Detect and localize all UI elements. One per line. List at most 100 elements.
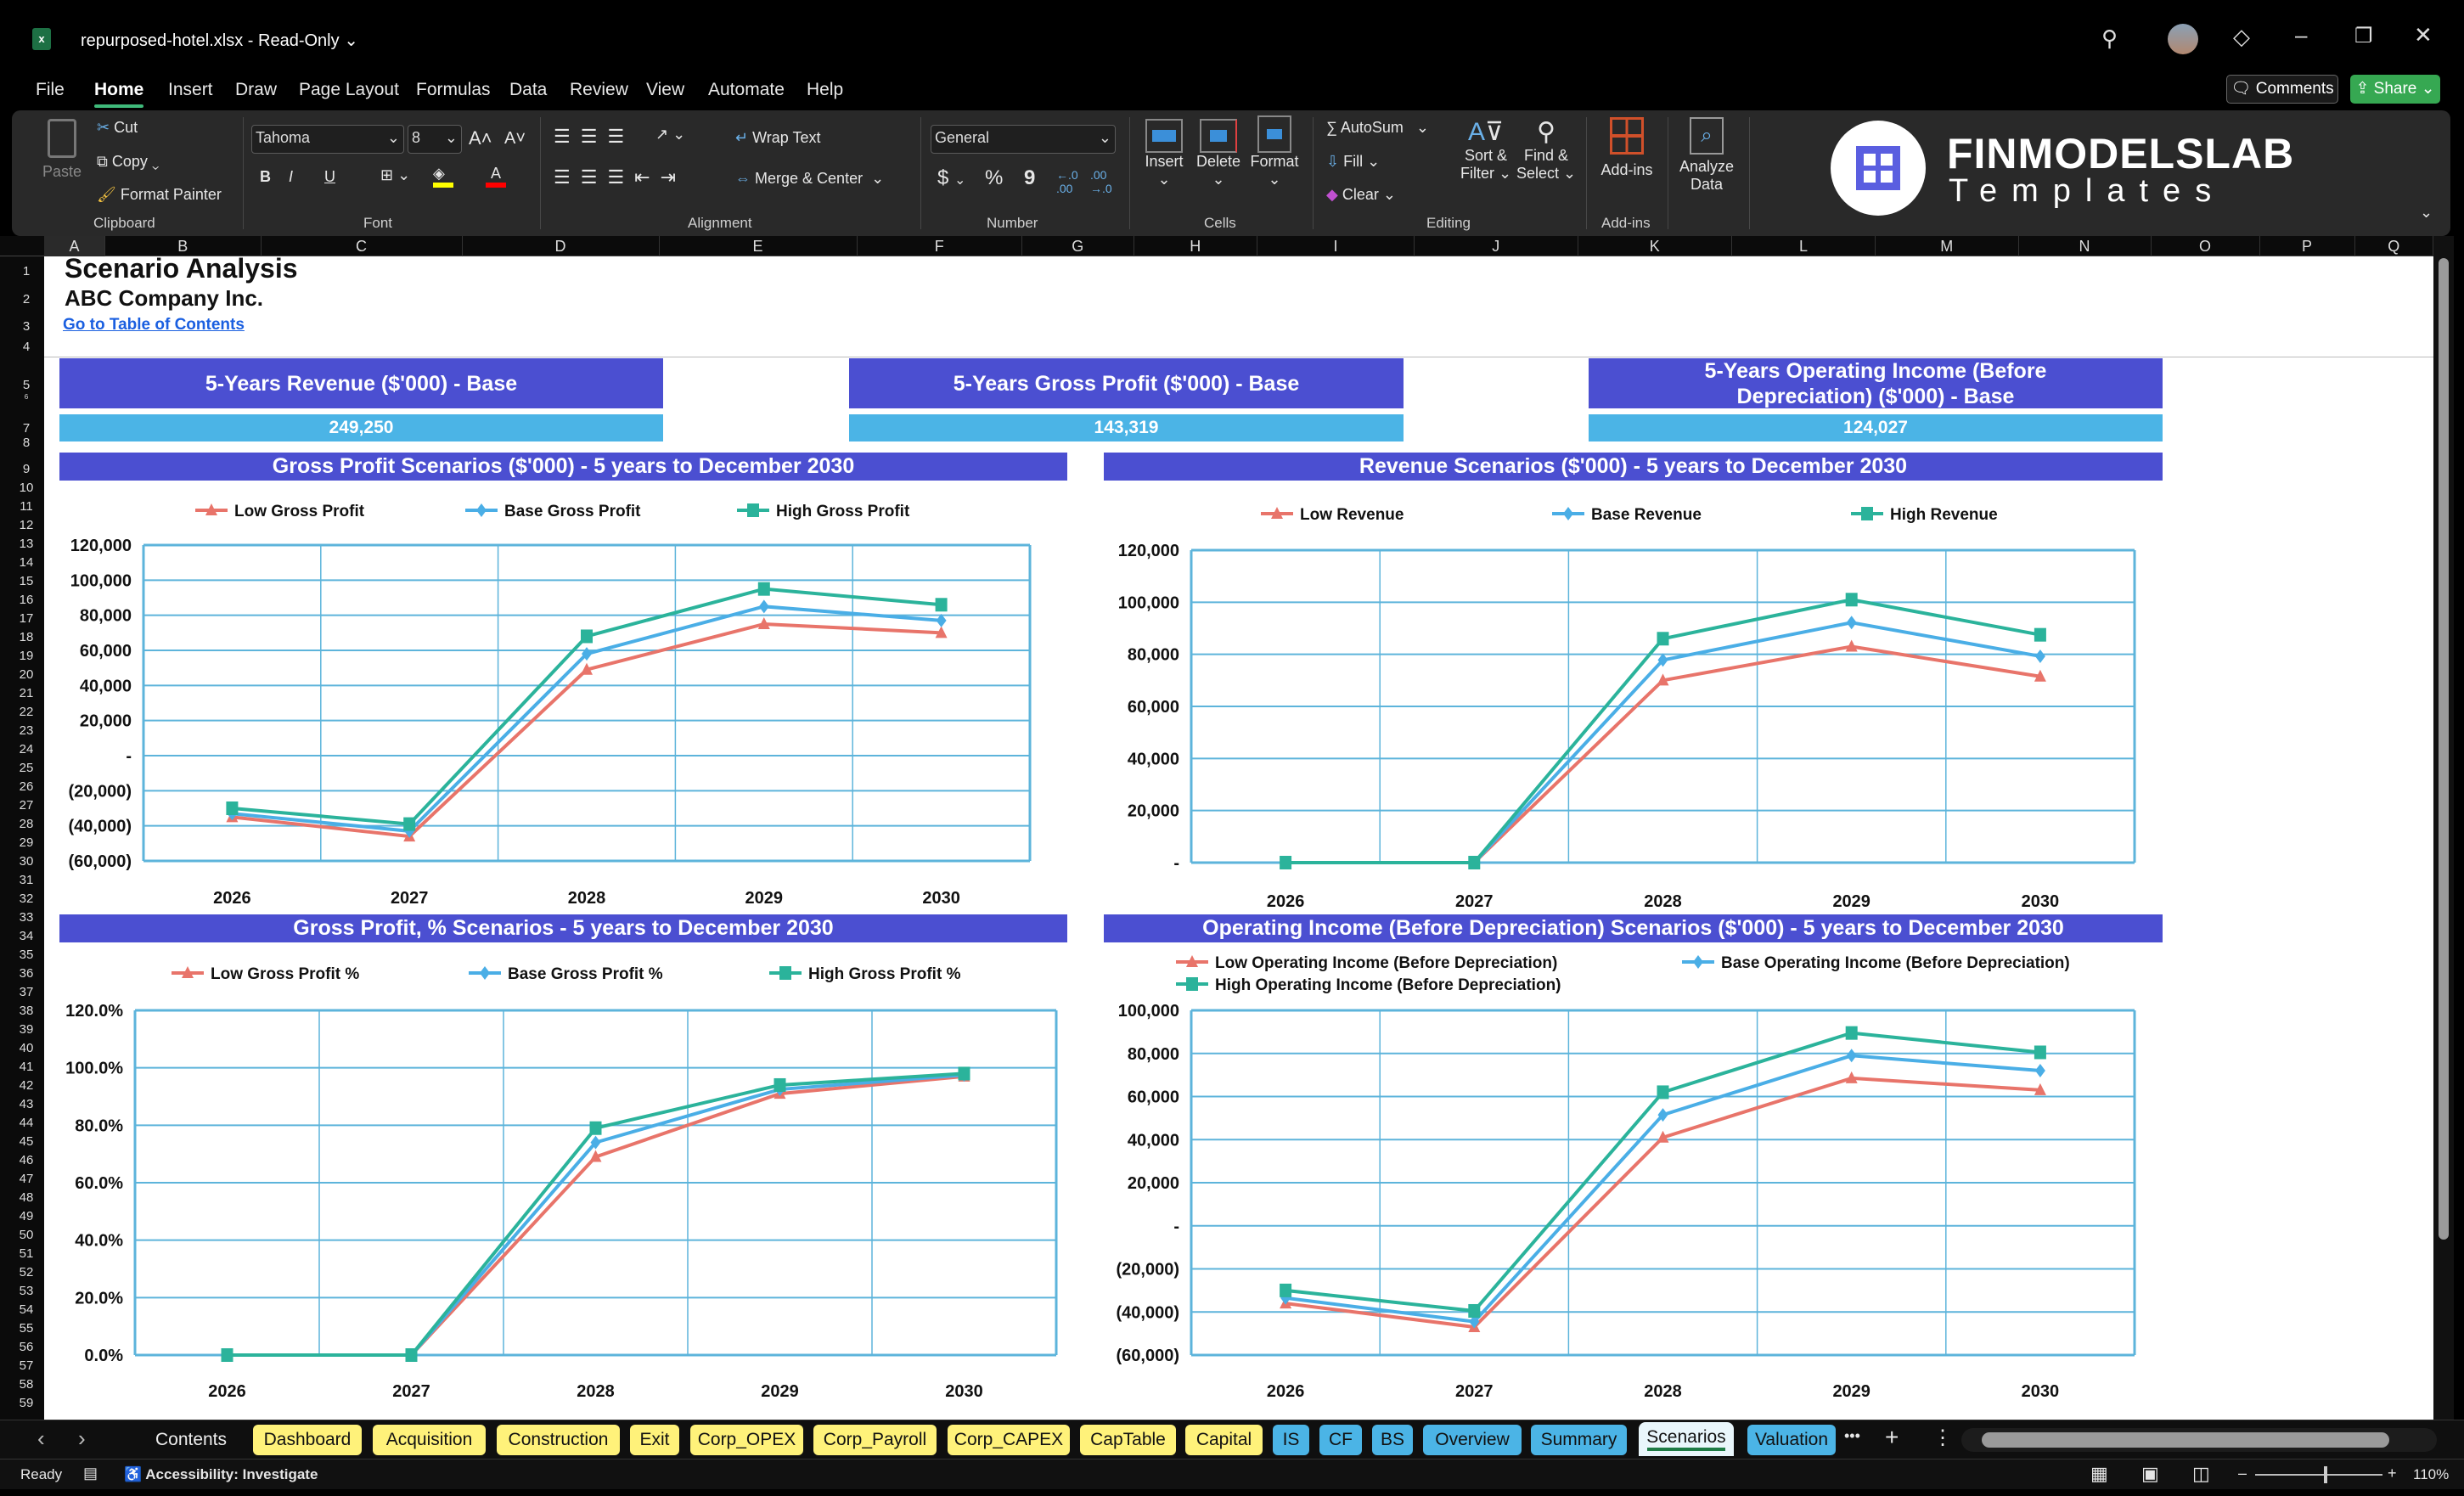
menu-view[interactable]: View	[646, 80, 685, 99]
restore-icon[interactable]: ❐	[2354, 25, 2373, 48]
sheet-tab-capital[interactable]: Capital	[1185, 1425, 1263, 1455]
row-header-39[interactable]: 39	[19, 1022, 34, 1037]
sheet-tab-summary[interactable]: Summary	[1531, 1425, 1627, 1455]
row-header-46[interactable]: 46	[19, 1153, 34, 1167]
row-header-30[interactable]: 30	[19, 854, 34, 869]
bold-button[interactable]: B	[260, 168, 271, 185]
row-header-13[interactable]: 13	[19, 537, 34, 551]
avatar[interactable]	[2168, 24, 2198, 54]
row-header-43[interactable]: 43	[19, 1097, 34, 1111]
increase-decimal-icon[interactable]: ←.0.00	[1056, 168, 1078, 195]
row-header-52[interactable]: 52	[19, 1265, 34, 1279]
macro-recording-icon[interactable]: ▤	[83, 1465, 98, 1482]
row-header-28[interactable]: 28	[19, 817, 34, 831]
font-color-button[interactable]: A	[486, 165, 506, 192]
row-header-56[interactable]: 56	[19, 1340, 34, 1354]
row-header-58[interactable]: 58	[19, 1377, 34, 1392]
row-header-51[interactable]: 51	[19, 1246, 34, 1261]
row-header-7[interactable]: 7	[22, 421, 31, 436]
sheet-tab-corp-payroll[interactable]: Corp_Payroll	[813, 1425, 937, 1455]
row-header-48[interactable]: 48	[19, 1190, 34, 1205]
row-header-38[interactable]: 38	[19, 1004, 34, 1018]
row-header-55[interactable]: 55	[19, 1321, 34, 1336]
menu-insert[interactable]: Insert	[168, 80, 213, 99]
row-header-1[interactable]: 1	[22, 264, 31, 278]
column-header-N[interactable]: N	[2019, 236, 2152, 256]
decrease-font-icon[interactable]: A˅	[504, 129, 526, 148]
font-name-select[interactable]: Tahoma ⌄	[251, 125, 404, 154]
row-header-11[interactable]: 11	[20, 499, 33, 514]
row-header-34[interactable]: 34	[19, 929, 34, 943]
row-header-49[interactable]: 49	[19, 1209, 34, 1223]
row-header-17[interactable]: 17	[19, 611, 34, 626]
clear-button[interactable]: ◆ Clear ⌄	[1326, 186, 1396, 204]
row-header-57[interactable]: 57	[19, 1358, 34, 1373]
vertical-scrollbar[interactable]	[2433, 236, 2454, 1420]
sheet-tab-overview[interactable]: Overview	[1423, 1425, 1522, 1455]
column-header-Q[interactable]: Q	[2355, 236, 2433, 256]
row-header-20[interactable]: 20	[19, 667, 34, 682]
column-header-F[interactable]: F	[858, 236, 1022, 256]
row-header-4[interactable]: 4	[22, 340, 31, 354]
row-header-9[interactable]: 9	[22, 462, 31, 476]
row-header-21[interactable]: 21	[19, 686, 34, 700]
row-header-12[interactable]: 12	[19, 518, 34, 532]
more-sheets-button[interactable]: •••	[1844, 1427, 1860, 1444]
zoom-in-button[interactable]: +	[2388, 1465, 2397, 1482]
column-header-E[interactable]: E	[660, 236, 858, 256]
borders-icon[interactable]: ⊞ ⌄	[380, 166, 411, 183]
row-header-2[interactable]: 2	[22, 292, 31, 307]
add-ins-button[interactable]: Add-ins	[1595, 117, 1659, 179]
column-header-J[interactable]: J	[1415, 236, 1578, 256]
column-header-I[interactable]: I	[1257, 236, 1415, 256]
row-header-5[interactable]: 5	[22, 378, 31, 392]
sheet-tab-corp-capex[interactable]: Corp_CAPEX	[948, 1425, 1070, 1455]
row-header-27[interactable]: 27	[19, 798, 34, 813]
merge-center-button[interactable]: ⇔ Merge & Center ⌄	[735, 170, 884, 188]
column-header-L[interactable]: L	[1732, 236, 1876, 256]
percent-button[interactable]: %	[985, 166, 1004, 189]
row-header-3[interactable]: 3	[22, 319, 31, 334]
page-layout-view-icon[interactable]: ▣	[2141, 1463, 2159, 1484]
sheet-tab-bs[interactable]: BS	[1372, 1425, 1413, 1455]
add-sheet-button[interactable]: +	[1885, 1424, 1899, 1450]
sheet-tab-is[interactable]: IS	[1273, 1425, 1309, 1455]
row-header-42[interactable]: 42	[19, 1078, 34, 1093]
comma-button[interactable]: 9	[1024, 166, 1036, 189]
underline-button[interactable]: U	[324, 168, 335, 185]
minimize-icon[interactable]: –	[2295, 22, 2308, 48]
row-header-26[interactable]: 26	[19, 779, 34, 794]
autosum-button[interactable]: ∑ AutoSum ⌄	[1326, 119, 1429, 137]
column-header-B[interactable]: B	[105, 236, 262, 256]
row-header-41[interactable]: 41	[19, 1060, 34, 1074]
row-header-44[interactable]: 44	[19, 1116, 34, 1130]
column-header-O[interactable]: O	[2152, 236, 2260, 256]
row-header-59[interactable]: 59	[19, 1396, 34, 1410]
currency-button[interactable]: $ ⌄	[937, 166, 965, 190]
row-header-23[interactable]: 23	[19, 723, 34, 738]
row-header-37[interactable]: 37	[19, 985, 34, 999]
analyze-data-button[interactable]: ⌕ Analyze Data	[1674, 117, 1739, 194]
menu-page-layout[interactable]: Page Layout	[299, 80, 399, 99]
collapse-ribbon-icon[interactable]: ⌄	[2420, 204, 2433, 221]
row-header-22[interactable]: 22	[19, 705, 34, 719]
orientation-icon[interactable]: ↗ ⌄	[655, 126, 686, 143]
menu-formulas[interactable]: Formulas	[416, 80, 491, 99]
row-header-25[interactable]: 25	[19, 761, 34, 775]
vertical-align-icons[interactable]: ☰☰☰	[554, 126, 635, 147]
accessibility-button[interactable]: ♿ Accessibility: Investigate	[124, 1466, 318, 1483]
row-header-36[interactable]: 36	[19, 966, 34, 981]
menu-home[interactable]: Home	[94, 80, 144, 108]
document-title[interactable]: repurposed-hotel.xlsx - Read-Only ⌄	[81, 30, 358, 51]
sheet-tab-captable[interactable]: CapTable	[1080, 1425, 1176, 1455]
format-cells-button[interactable]: Format ⌄	[1246, 115, 1302, 188]
cut-button[interactable]: ✂ Cut	[97, 119, 138, 137]
number-format-select[interactable]: General ⌄	[931, 125, 1116, 154]
find-select-button[interactable]: ⚲ Find & Select ⌄	[1516, 117, 1576, 183]
close-icon[interactable]: ✕	[2414, 22, 2433, 48]
column-header-P[interactable]: P	[2260, 236, 2355, 256]
column-header-D[interactable]: D	[463, 236, 660, 256]
fill-button[interactable]: ⇩ Fill ⌄	[1326, 153, 1380, 171]
menu-file[interactable]: File	[36, 80, 65, 99]
scrollbar-thumb[interactable]	[2439, 258, 2449, 1240]
